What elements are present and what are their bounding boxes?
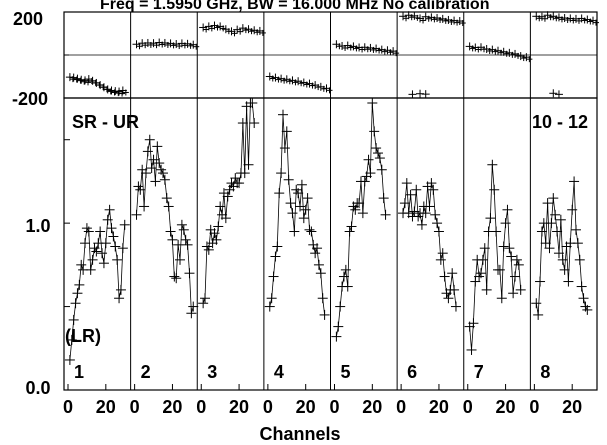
x-tick-label: 20 [229,397,249,417]
panel-number: 3 [207,362,217,382]
top-ytick-200: 200 [13,9,43,29]
polarization-label: (LR) [65,326,101,346]
bottom-ytick-0: 0.0 [25,378,50,398]
amplitude-line [535,181,588,315]
x-tick-label: 0 [196,397,206,417]
bottom-ytick-1: 1.0 [25,216,50,236]
panel-number: 2 [141,362,151,382]
x-tick-label: 0 [130,397,140,417]
amplitude-line [336,102,386,337]
x-tick-label: 0 [63,397,73,417]
x-axis-title: Channels [259,424,340,444]
panel-number: 6 [407,362,417,382]
amplitude-line [469,164,522,351]
x-tick-label: 0 [529,397,539,417]
panel-number: 8 [540,362,550,382]
x-tick-label: 20 [362,397,382,417]
x-tick-label: 0 [263,397,273,417]
amplitude-line [136,139,194,314]
x-tick-label: 20 [96,397,116,417]
panel-number: 1 [74,362,84,382]
x-tick-label: 20 [562,397,582,417]
top-ytick-neg200: -200 [12,89,48,109]
x-tick-label: 20 [162,397,182,417]
panel-number: 5 [341,362,351,382]
baseline-label: SR - UR [72,112,139,132]
chart-title: Freq = 1.5950 GHz, BW = 16.000 MHz No ca… [100,0,489,13]
pair-label: 10 - 12 [532,112,588,132]
x-tick-label: 0 [329,397,339,417]
amplitude-line [269,114,325,315]
x-tick-label: 20 [429,397,449,417]
panel-number: 4 [274,362,284,382]
x-tick-label: 20 [296,397,316,417]
amplitude-line [202,102,255,304]
x-tick-label: 20 [496,397,516,417]
x-tick-label: 0 [463,397,473,417]
panel-number: 7 [474,362,484,382]
x-tick-label: 0 [396,397,406,417]
